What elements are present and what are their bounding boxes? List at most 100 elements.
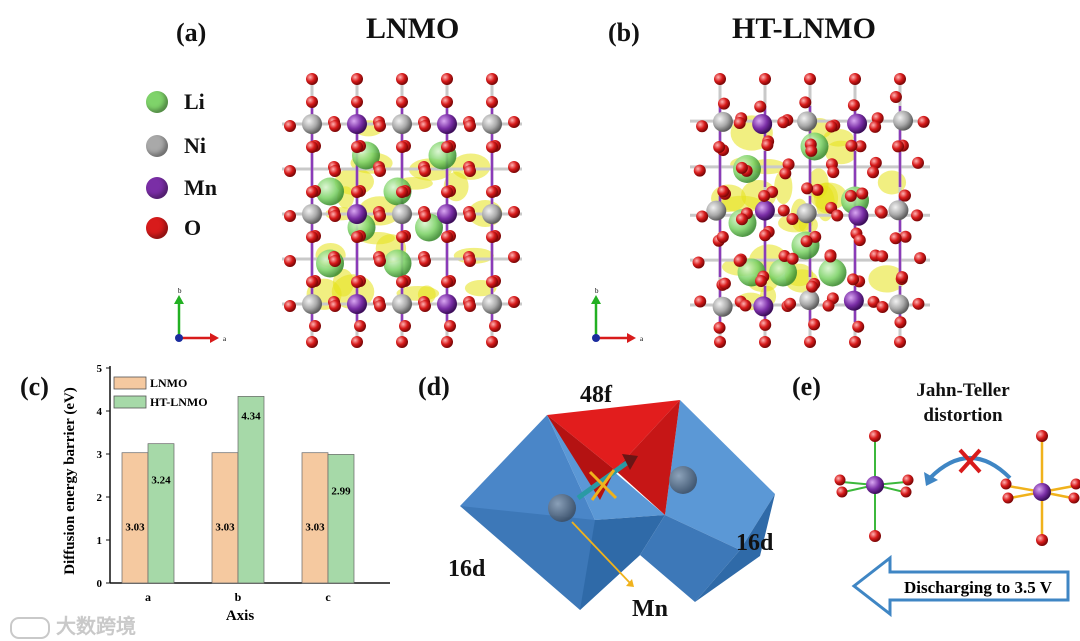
ni-atom: [392, 114, 412, 134]
o-atom: [329, 120, 341, 132]
o-atom: [854, 140, 867, 153]
o-atom: [894, 316, 907, 329]
o-atom: [351, 276, 363, 288]
o-atom: [911, 209, 924, 222]
o-atom: [876, 250, 889, 263]
o-atom: [759, 229, 772, 242]
o-atom: [694, 295, 707, 308]
data-label: 2.99: [331, 485, 351, 497]
o-atom: [758, 189, 771, 202]
axis-a-label: a: [640, 335, 644, 343]
watermark: 大数跨境: [10, 610, 136, 639]
o-atom: [441, 73, 453, 85]
o-atom: [306, 141, 318, 153]
o-atom: [696, 120, 709, 133]
o-atom: [374, 210, 386, 222]
o-atom: [713, 321, 726, 334]
o-atom: [759, 73, 771, 85]
o-atom: [875, 206, 888, 219]
o-atom: [867, 295, 880, 308]
axis-b-label: b: [595, 287, 599, 295]
o-atom: [486, 73, 498, 85]
o-atom: [899, 230, 912, 243]
bar-lnmo: [301, 452, 329, 584]
title-line-1: Jahn-Teller: [916, 380, 1010, 401]
o-atom: [849, 73, 861, 85]
o-atom: [713, 140, 726, 153]
o-atom: [306, 336, 318, 348]
o-atom: [309, 320, 321, 332]
o-atom: [856, 187, 869, 200]
o-atom: [755, 275, 768, 288]
mn-atom-icon: [146, 177, 168, 199]
o-atom: [351, 186, 363, 198]
o-atom: [354, 320, 366, 332]
ni-atom: [302, 204, 322, 224]
migration-arrow: [576, 459, 630, 501]
o-atom: [374, 165, 386, 177]
o-atom: [508, 161, 520, 173]
o-atom: [822, 299, 835, 312]
legend-label: O: [184, 215, 202, 240]
lnmo-structure: [282, 73, 522, 348]
o-atom: [306, 186, 318, 198]
li-atom: [383, 249, 412, 278]
data-label: 3.24: [151, 475, 171, 487]
o-atom: [786, 213, 799, 226]
o-atom: [464, 300, 476, 312]
mn-label: Mn: [632, 596, 668, 622]
y-tick-label: 3: [97, 449, 103, 461]
ni-atom: [482, 204, 502, 224]
axis-a-label: a: [223, 335, 227, 343]
y-tick-label: 1: [97, 535, 103, 547]
mn-atom: [843, 290, 864, 311]
o-atom: [464, 255, 476, 267]
o-atom: [696, 210, 709, 223]
ni-atom: [712, 111, 733, 132]
ni-atom: [302, 114, 322, 134]
o-atom: [799, 96, 812, 109]
o-atom: [396, 96, 408, 108]
mn-pointer-head: [626, 579, 634, 587]
o-atom: [464, 210, 476, 222]
legend-label-ht-lnmo: HT-LNMO: [150, 395, 208, 409]
o-atom: [894, 73, 906, 85]
mn-atom: [437, 204, 457, 224]
y-tick-label: 2: [97, 492, 103, 504]
jahn-teller-title: Jahn-Teller distortion: [898, 378, 1028, 428]
o-atom: [441, 276, 453, 288]
o-atom: [784, 297, 797, 310]
o-atom: [824, 250, 837, 263]
o-atom: [396, 336, 408, 348]
jahn-teller-diagram: Discharging to 3.5 V: [834, 430, 1080, 618]
o-atom: [811, 183, 824, 196]
o-atom: [804, 73, 816, 85]
ni-atom: [392, 294, 412, 314]
y-tick-label: 0: [97, 578, 103, 590]
octahedron-face: [580, 515, 665, 610]
o-atom: [777, 204, 790, 217]
x-axis-label: Axis: [226, 608, 255, 624]
o-atom: [831, 209, 844, 222]
ht-lnmo-structure: [690, 73, 930, 348]
octahedron-regular: [834, 430, 914, 542]
o-atom: [508, 251, 520, 263]
o-atom: [374, 255, 386, 267]
o-atom: [806, 280, 819, 293]
o-atom: [894, 336, 906, 348]
o-atom: [782, 158, 795, 171]
mn-atom: [752, 113, 773, 134]
discharge-arrow: [851, 554, 1070, 618]
o-atom: [284, 120, 296, 132]
mn-atom: [347, 204, 367, 224]
mn-atom: [347, 294, 367, 314]
o-atom: [808, 318, 821, 331]
ni-atom-icon: [146, 135, 168, 157]
o-atom: [754, 100, 767, 113]
mn-atom: [347, 114, 367, 134]
legend-label: Mn: [184, 175, 217, 200]
y-tick-label: 4: [97, 406, 103, 418]
o-atom: [441, 336, 453, 348]
o-atom: [867, 166, 880, 179]
o-atom: [419, 165, 431, 177]
